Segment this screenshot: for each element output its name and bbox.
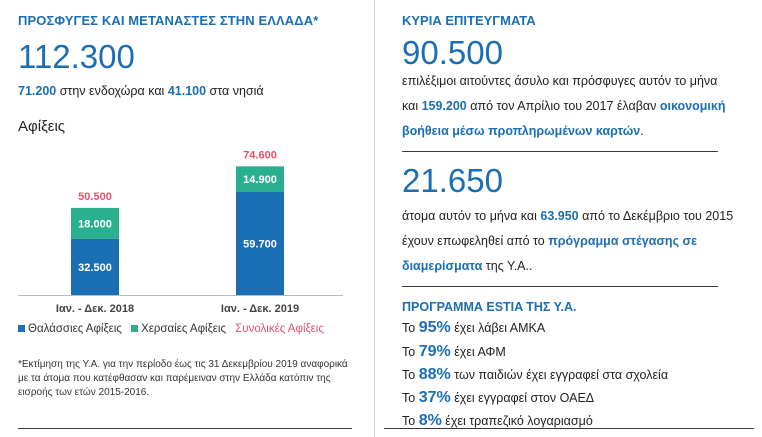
housing-line-1-a: άτομα αυτόν το μήνα και	[402, 209, 541, 223]
housing-since-2015-value: 63.950	[540, 209, 579, 223]
legend-swatch-sea	[18, 325, 25, 332]
housing-line-3-end: της Υ.Α..	[482, 259, 533, 273]
legend-land: Χερσαίες Αφίξεις	[131, 323, 226, 335]
cash-line-2-b: από τον Απρίλιο του 2017 έλαβαν	[466, 99, 660, 113]
bar-value-label: 59.700	[243, 239, 277, 251]
cash-line-2-a: και	[402, 99, 422, 113]
estia-pre: Το	[402, 321, 419, 335]
right-rule-1	[402, 151, 718, 152]
bar-value-label: 32.500	[78, 262, 112, 274]
estia-text: των παιδιών έχει εγγραφεί στα σχολεία	[450, 368, 669, 382]
housing-program-link-a[interactable]: πρόγραμμα στέγασης σε	[548, 234, 698, 248]
cash-line-1: επιλέξιμοι αιτούντες άσυλο και πρόσφυγες…	[402, 74, 718, 88]
arrivals-chart: 32.500 18.000 50.500 Ιαν. - Δεκ. 2018 59.700…	[18, 149, 343, 315]
total-refugees-value: 112.300	[18, 38, 135, 75]
islands-value: 41.100	[167, 84, 207, 98]
housing-program-link-b[interactable]: διαμερίσματα	[402, 259, 483, 273]
estia-text: έχει τραπεζικό λογαριασμό	[441, 414, 593, 428]
left-title: ΠΡΟΣΦΥΓΕΣ ΚΑΙ ΜΕΤΑΝΑΣΤΕΣ ΣΤΗΝ ΕΛΛΑΔΑ*	[18, 13, 319, 28]
estia-row: Το 79% έχει ΑΦΜ	[402, 343, 506, 361]
column-divider	[374, 0, 375, 437]
estia-pre: Το	[402, 414, 419, 428]
estia-pct: 95%	[418, 319, 451, 336]
estia-pct: 88%	[418, 366, 451, 383]
arrivals-label: Αφίξεις	[18, 118, 66, 135]
legend-land-label: Χερσαίες Αφίξεις	[141, 323, 226, 335]
right-bottom-rule	[384, 428, 754, 429]
estia-text: έχει εγγραφεί στον ΟΑΕΔ	[450, 391, 595, 405]
islands-text: στα νησιά	[206, 84, 264, 98]
estia-row: Το 95% έχει λάβει ΑΜΚΑ	[402, 319, 545, 337]
estia-row: Το 37% έχει εγγραφεί στον ΟΑΕΔ	[402, 389, 594, 407]
estia-text: έχει λάβει ΑΜΚΑ	[450, 321, 546, 335]
estia-pre: Το	[402, 391, 419, 405]
housing-line-2: έχουν επωφεληθεί από το πρόγραμμα στέγασ…	[402, 229, 697, 254]
footnote: *Εκτίμηση της Υ.Α. για την περίοδο έως τ…	[18, 359, 348, 398]
total-value-label: 74.600	[243, 149, 277, 161]
cash-line-3-end: .	[640, 124, 644, 138]
eligible-value: 90.500	[402, 34, 503, 71]
bar-value-label: 14.900	[243, 174, 277, 186]
estia-pct: 8%	[418, 412, 442, 429]
bar-sea	[236, 192, 284, 295]
housing-line-1: άτομα αυτόν το μήνα και 63.950 από το Δε…	[402, 204, 733, 229]
estia-pre: Το	[402, 368, 419, 382]
bar-value-label: 18.000	[78, 218, 112, 230]
estia-text: έχει ΑΦΜ	[450, 345, 506, 359]
estia-title: ΠΡΟΓΡΑΜΜΑ ESTIA ΤΗΣ Υ.Α.	[402, 300, 577, 314]
cash-line-3: βοήθεια μέσω προπληρωμένων καρτών.	[402, 119, 644, 144]
chart-legend: Θαλάσσιες Αφίξεις Χερσαίες Αφίξεις Συνολ…	[18, 323, 330, 335]
legend-sea-label: Θαλάσσιες Αφίξεις	[28, 323, 122, 335]
category-tick-label: Ιαν. - Δεκ. 2018	[56, 303, 134, 315]
bar-land	[236, 166, 284, 193]
mainland-text: στην ενδοχώρα και	[56, 84, 168, 98]
estia-pct: 37%	[418, 389, 451, 406]
cash-program-link-a[interactable]: οικονομική	[659, 99, 726, 113]
estia-row: Το 88% των παιδιών έχει εγγραφεί στα σχο…	[402, 366, 668, 384]
legend-sea: Θαλάσσιες Αφίξεις	[18, 323, 122, 335]
legend-total-label: Συνολικές Αφίξεις	[235, 323, 324, 335]
location-breakdown: 71.200 στην ενδοχώρα και 41.100 στα νησι…	[18, 84, 264, 98]
estia-pre: Το	[402, 345, 419, 359]
category-tick-label: Ιαν. - Δεκ. 2019	[221, 303, 299, 315]
housing-value: 21.650	[402, 162, 503, 199]
cash-since-2017-value: 159.200	[421, 99, 467, 113]
housing-line-2-a: έχουν επωφεληθεί από το	[402, 234, 549, 248]
estia-pct: 79%	[418, 343, 451, 360]
cash-line-2: και 159.200 από τον Απρίλιο του 2017 έλα…	[402, 94, 726, 119]
housing-line-1-b: από το Δεκέμβριο του 2015	[578, 209, 734, 223]
bar-sea	[71, 238, 119, 295]
achievements-title: ΚΥΡΙΑ ΕΠΙΤΕΥΓΜΑΤΑ	[402, 13, 536, 28]
right-rule-2	[402, 286, 718, 287]
housing-line-3: διαμερίσματα της Υ.Α..	[402, 254, 532, 279]
bar-land	[71, 207, 119, 239]
estia-row: Το 8% έχει τραπεζικό λογαριασμό	[402, 412, 593, 430]
cash-program-link-b[interactable]: βοήθεια μέσω προπληρωμένων καρτών	[402, 124, 641, 138]
legend-swatch-land	[131, 325, 139, 332]
total-value-label: 50.500	[78, 191, 112, 203]
mainland-value: 71.200	[18, 84, 57, 98]
left-bottom-rule	[18, 428, 352, 429]
